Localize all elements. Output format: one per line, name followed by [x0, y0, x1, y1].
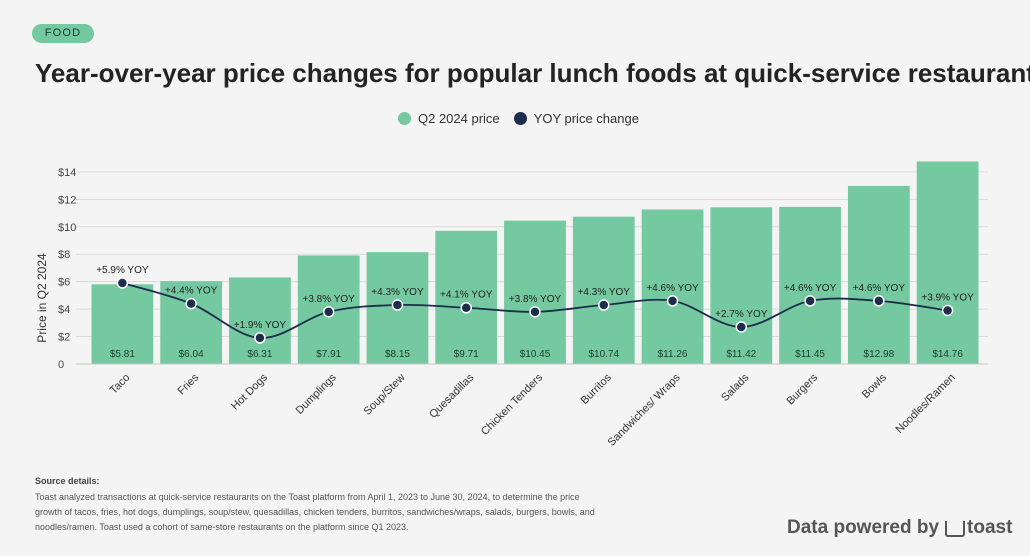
bar-value-label: $6.04: [179, 349, 204, 360]
yoy-point: [804, 295, 816, 307]
bar: [572, 216, 635, 364]
toast-logo-icon: [945, 521, 966, 537]
legend-item-yoy: YOY price change: [513, 111, 639, 126]
legend-swatch-price: [398, 112, 411, 125]
yoy-point: [391, 299, 404, 311]
footer-prefix: Data powered by: [787, 517, 940, 538]
bar-value-label: $11.42: [726, 349, 756, 360]
y-tick-label: $4: [58, 304, 70, 316]
legend-item-price: Q2 2024 price: [398, 111, 500, 126]
yoy-label: +3.8% YOY: [509, 294, 562, 305]
yoy-label: +4.6% YOY: [784, 283, 837, 294]
x-tick-label: Bowls: [860, 371, 890, 401]
bar-value-label: $8.15: [385, 349, 410, 360]
yoy-point: [941, 304, 954, 317]
footer-brand: toast: [967, 517, 1013, 538]
yoy-label: +4.4% YOY: [165, 286, 218, 297]
category-tag: FOOD: [32, 24, 94, 43]
yoy-point: [598, 299, 610, 311]
bar: [916, 161, 979, 364]
yoy-label: +3.9% YOY: [921, 292, 974, 303]
chart-legend: Q2 2024 price YOY price change: [398, 111, 653, 126]
bar-value-label: $6.31: [247, 349, 272, 360]
bar-value-label: $9.71: [454, 349, 479, 360]
x-tick-label: Salads: [719, 371, 752, 404]
x-tick-label: Chicken Tenders: [479, 371, 546, 438]
bar: [229, 277, 291, 364]
y-tick-label: $10: [58, 222, 76, 234]
x-tick-label: Taco: [108, 372, 133, 397]
x-tick-label: Dumplings: [294, 371, 340, 417]
yoy-point: [116, 277, 129, 289]
bar: [504, 220, 566, 364]
y-tick-label: $6: [58, 277, 70, 289]
y-tick-label: 0: [58, 359, 64, 371]
legend-swatch-yoy: [513, 112, 527, 125]
legend-label-yoy: YOY price change: [533, 111, 639, 126]
bar: [91, 284, 154, 364]
x-tick-label: Burritos: [579, 371, 615, 407]
chart-title: Year-over-year price changes for popular…: [35, 58, 1030, 88]
y-tick-label: $14: [58, 167, 76, 179]
yoy-label: +4.1% YOY: [440, 290, 493, 301]
x-tick-label: Fries: [175, 371, 201, 397]
bar-value-label: $5.81: [110, 349, 135, 360]
bar: [160, 281, 223, 364]
x-tick-label: Quesadillas: [427, 371, 476, 420]
bar: [710, 207, 773, 364]
x-tick-label: Soup/Stew: [361, 372, 407, 418]
yoy-point: [322, 306, 335, 318]
yoy-label: +4.6% YOY: [853, 283, 906, 294]
yoy-point: [460, 301, 472, 314]
yoy-label: +5.9% YOY: [96, 265, 149, 276]
yoy-label: +4.6% YOY: [646, 283, 699, 294]
yoy-point: [254, 332, 266, 344]
yoy-label: +2.7% YOY: [715, 309, 768, 320]
yoy-point: [529, 306, 541, 318]
bar-value-label: $7.91: [316, 349, 341, 360]
yoy-point: [185, 297, 197, 310]
x-tick-label: Noodles/Ramen: [893, 372, 957, 436]
y-tick-label: $8: [58, 249, 70, 261]
bar-value-label: $11.45: [795, 349, 825, 360]
bar: [847, 185, 910, 364]
source-text: Toast analyzed transactions at quick-ser…: [35, 492, 595, 532]
footer-credit: Data powered by toast: [787, 517, 1012, 539]
yoy-label: +3.8% YOY: [303, 294, 356, 305]
bar: [641, 209, 704, 364]
x-tick-label: Sandwiches/ Wraps: [606, 371, 683, 448]
yoy-point: [873, 295, 885, 307]
x-tick-label: Hot Dogs: [229, 371, 270, 412]
bar-value-label: $10.45: [520, 349, 551, 360]
bar-value-label: $11.26: [658, 349, 688, 360]
x-tick-label: Burgers: [784, 371, 820, 407]
yoy-label: +1.9% YOY: [234, 320, 287, 331]
bar: [435, 230, 498, 364]
y-tick-label: $2: [58, 332, 70, 344]
yoy-label: +4.3% YOY: [371, 287, 424, 298]
legend-label-price: Q2 2024 price: [418, 111, 500, 126]
bar-value-label: $12.98: [864, 349, 895, 360]
bar-value-label: $14.76: [932, 349, 963, 360]
bar: [779, 206, 841, 364]
y-axis-label: Price in Q2 2024: [35, 253, 49, 343]
yoy-point: [666, 295, 679, 307]
yoy-point: [735, 321, 748, 333]
y-tick-label: $12: [58, 194, 76, 206]
yoy-label: +4.3% YOY: [578, 287, 631, 298]
source-heading: Source details:: [35, 476, 100, 486]
bar-value-label: $10.74: [588, 349, 619, 360]
